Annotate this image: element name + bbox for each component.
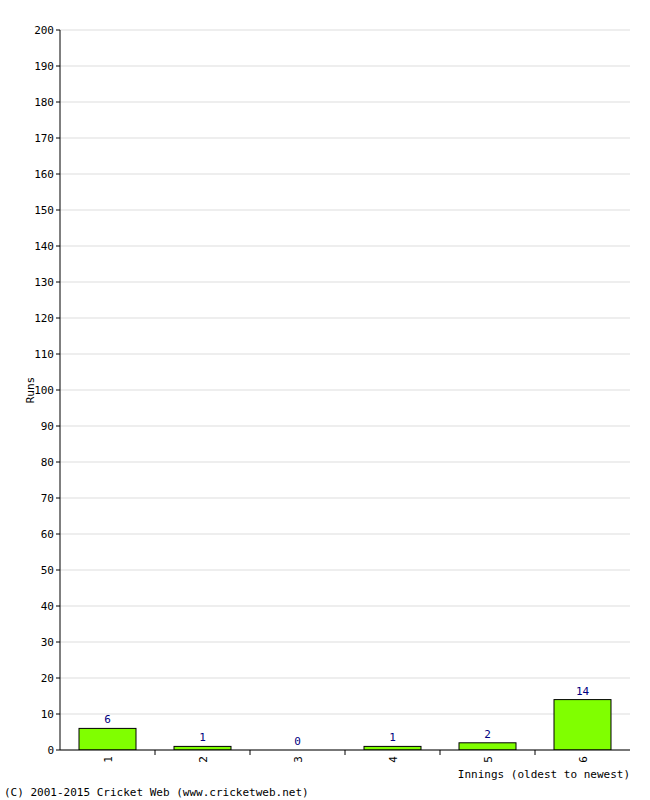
y-tick-label: 150 xyxy=(34,204,54,217)
y-tick-label: 20 xyxy=(41,672,54,685)
grid-line xyxy=(60,642,630,643)
bar xyxy=(79,728,136,750)
y-tick xyxy=(56,498,60,499)
grid-line xyxy=(60,30,630,31)
data-label: 1 xyxy=(389,731,396,744)
y-tick-label: 120 xyxy=(34,312,54,325)
data-label: 14 xyxy=(576,685,590,698)
grid-line xyxy=(60,390,630,391)
grid-line xyxy=(60,138,630,139)
grid-line xyxy=(60,570,630,571)
data-label: 2 xyxy=(484,728,491,741)
y-tick-label: 110 xyxy=(34,348,54,361)
grid-line xyxy=(60,174,630,175)
bars xyxy=(79,700,611,750)
x-tick-label: 4 xyxy=(387,756,400,763)
y-tick-label: 100 xyxy=(34,384,54,397)
x-tick-label: 2 xyxy=(197,756,210,763)
y-tick xyxy=(56,570,60,571)
x-tick-label: 1 xyxy=(102,756,115,763)
grid-line xyxy=(60,534,630,535)
y-tick-label: 10 xyxy=(41,708,54,721)
data-label: 6 xyxy=(104,713,111,726)
y-tick xyxy=(56,30,60,31)
y-tick xyxy=(56,66,60,67)
grid-line xyxy=(60,246,630,247)
bar xyxy=(459,743,516,750)
y-tick-label: 50 xyxy=(41,564,54,577)
y-tick-label: 180 xyxy=(34,96,54,109)
x-tick-label: 6 xyxy=(577,756,590,763)
y-tick xyxy=(56,426,60,427)
y-tick xyxy=(56,534,60,535)
grid-line xyxy=(60,426,630,427)
y-tick-label: 80 xyxy=(41,456,54,469)
y-tick xyxy=(56,282,60,283)
y-tick xyxy=(56,714,60,715)
grid-line xyxy=(60,354,630,355)
grid-line xyxy=(60,714,630,715)
x-tick-mark xyxy=(155,750,156,755)
y-tick-label: 170 xyxy=(34,132,54,145)
y-tick xyxy=(56,318,60,319)
grid-line xyxy=(60,318,630,319)
y-tick-label: 40 xyxy=(41,600,54,613)
data-label: 1 xyxy=(199,731,206,744)
y-tick-label: 130 xyxy=(34,276,54,289)
chart-container: 0102030405060708090100110120130140150160… xyxy=(0,0,650,800)
y-tick xyxy=(56,246,60,247)
data-label: 0 xyxy=(294,735,301,748)
y-tick xyxy=(56,390,60,391)
x-tick-label: 3 xyxy=(292,756,305,763)
y-axis-label: Runs xyxy=(24,377,37,404)
y-tick-label: 160 xyxy=(34,168,54,181)
grid-line xyxy=(60,606,630,607)
grid-line xyxy=(60,66,630,67)
bar xyxy=(364,746,421,750)
grid-line xyxy=(60,462,630,463)
grid-line xyxy=(60,498,630,499)
y-tick-label: 190 xyxy=(34,60,54,73)
y-tick xyxy=(56,750,60,751)
chart: 0102030405060708090100110120130140150160… xyxy=(0,0,650,800)
y-axis xyxy=(60,30,61,750)
grid-line xyxy=(60,282,630,283)
y-tick xyxy=(56,210,60,211)
x-tick-mark xyxy=(345,750,346,755)
x-tick-label: 5 xyxy=(482,756,495,763)
x-axis-label: Innings (oldest to newest) xyxy=(458,768,630,781)
y-tick-label: 200 xyxy=(34,24,54,37)
y-tick xyxy=(56,606,60,607)
y-tick xyxy=(56,138,60,139)
x-tick-mark xyxy=(440,750,441,755)
grid-line xyxy=(60,678,630,679)
y-tick-label: 30 xyxy=(41,636,54,649)
bar xyxy=(554,700,611,750)
bar xyxy=(174,746,231,750)
y-tick-label: 70 xyxy=(41,492,54,505)
x-tick-mark xyxy=(535,750,536,755)
grid-line xyxy=(60,102,630,103)
y-tick xyxy=(56,678,60,679)
y-tick-label: 60 xyxy=(41,528,54,541)
y-tick xyxy=(56,354,60,355)
credit: (C) 2001-2015 Cricket Web (www.cricketwe… xyxy=(4,786,309,799)
y-tick xyxy=(56,174,60,175)
x-tick-mark xyxy=(250,750,251,755)
y-tick xyxy=(56,102,60,103)
y-tick-label: 0 xyxy=(47,744,54,757)
y-tick xyxy=(56,462,60,463)
y-tick xyxy=(56,642,60,643)
grid-line xyxy=(60,210,630,211)
y-tick-label: 90 xyxy=(41,420,54,433)
y-tick-label: 140 xyxy=(34,240,54,253)
